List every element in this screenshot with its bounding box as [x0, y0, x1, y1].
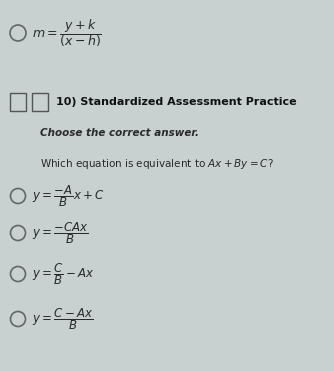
Text: Which equation is equivalent to $Ax + By = C$?: Which equation is equivalent to $Ax + By… [40, 157, 274, 171]
Text: $m = \dfrac{y + k}{(x - h)}$: $m = \dfrac{y + k}{(x - h)}$ [32, 17, 102, 49]
Text: Choose the correct answer.: Choose the correct answer. [40, 128, 199, 138]
Text: $y = \dfrac{C - Ax}{B}$: $y = \dfrac{C - Ax}{B}$ [32, 306, 94, 332]
Text: 10) Standardized Assessment Practice: 10) Standardized Assessment Practice [56, 97, 297, 107]
Text: $y = \dfrac{C}{B} - Ax$: $y = \dfrac{C}{B} - Ax$ [32, 261, 95, 287]
Text: $y = \dfrac{-CAx}{B}$: $y = \dfrac{-CAx}{B}$ [32, 220, 89, 246]
Text: $y = \dfrac{-A}{B}x + C$: $y = \dfrac{-A}{B}x + C$ [32, 183, 105, 209]
